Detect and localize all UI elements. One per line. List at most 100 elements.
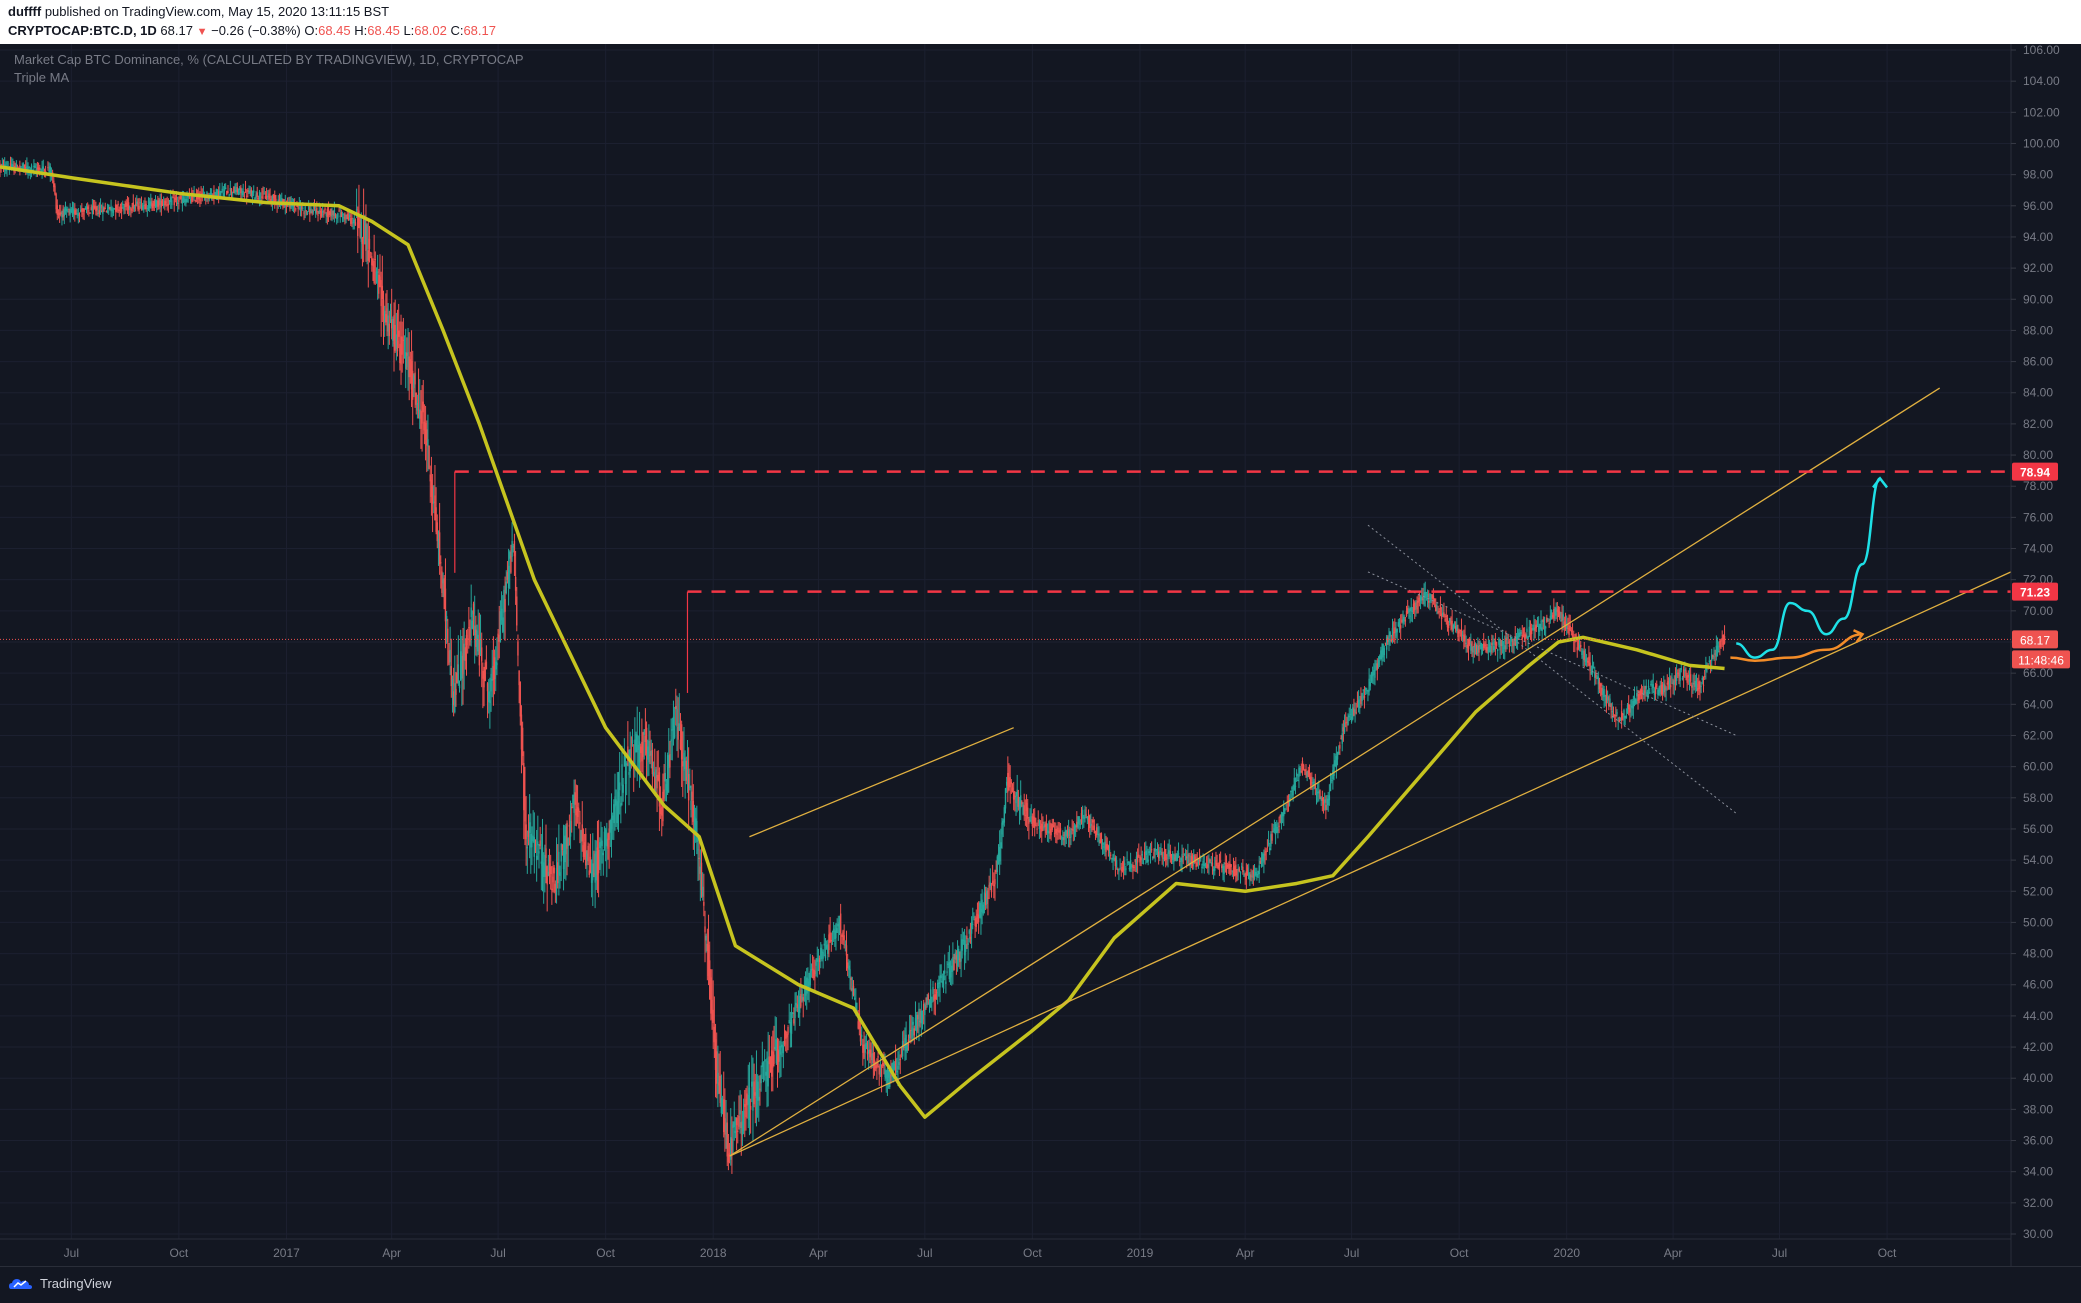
tradingview-logo[interactable]: TradingView [8, 1275, 112, 1291]
candle-body [1247, 872, 1250, 879]
symbol-label[interactable]: CRYPTOCAP:BTC.D, 1D [8, 23, 157, 38]
candle-body [693, 816, 696, 827]
candle-body [1147, 859, 1149, 862]
candle-body [1037, 820, 1039, 823]
candle-body [1334, 760, 1336, 767]
candle-body [600, 838, 602, 846]
candle-body [1240, 866, 1243, 868]
candle-body [917, 1014, 919, 1020]
candle-body [883, 1062, 885, 1067]
candle-body [275, 198, 277, 202]
candle-body [1522, 634, 1525, 637]
y-tick-label: 94.00 [2023, 230, 2053, 244]
candle-body [1646, 691, 1649, 695]
candle-body [1313, 781, 1315, 784]
candle-body [663, 789, 665, 799]
price-chart[interactable]: 30.0032.0034.0036.0038.0040.0042.0044.00… [0, 44, 2081, 1266]
candle-body [1293, 777, 1295, 790]
x-tick-label: Oct [1450, 1246, 1469, 1260]
candle-body [876, 1063, 878, 1069]
indicator-label[interactable]: Triple MA [14, 70, 69, 85]
candle-body [339, 215, 341, 217]
candle-body [340, 212, 343, 217]
candle-body [57, 212, 60, 215]
candle-body [981, 899, 983, 913]
x-tick-label: Jul [917, 1246, 932, 1260]
candle-body [1050, 828, 1052, 836]
candle-body [221, 188, 223, 193]
candle-body [1596, 678, 1598, 680]
candle-body [235, 189, 237, 192]
candle-body [647, 746, 649, 760]
candle-body [1668, 677, 1671, 690]
candle-body [1041, 823, 1043, 832]
candle-body [1576, 647, 1578, 651]
candle-body [1674, 675, 1677, 682]
candle-body [774, 1046, 776, 1050]
candle-body [407, 351, 409, 367]
candle-body [1672, 682, 1674, 684]
candle-body [1403, 616, 1405, 622]
y-tick-label: 98.00 [2023, 168, 2053, 182]
candle-body [1189, 863, 1191, 866]
candle-body [1243, 874, 1245, 877]
candle-body [1221, 865, 1223, 869]
y-tick-label: 30.00 [2023, 1227, 2053, 1241]
candle-body [1169, 851, 1172, 857]
candle-body [348, 214, 351, 218]
x-tick-label: Apr [382, 1246, 401, 1260]
candle-body [1182, 856, 1184, 858]
candle-body [145, 203, 147, 209]
candle-body [1349, 713, 1352, 715]
candle-body [241, 191, 243, 195]
candle-body [1152, 856, 1154, 859]
candle-body [938, 982, 940, 985]
candle-body [707, 945, 710, 977]
candle-body [708, 960, 711, 1000]
candle-body [216, 189, 219, 198]
candle-body [1477, 645, 1479, 653]
candle-body [1009, 777, 1011, 788]
candle-body [832, 928, 835, 933]
candle-body [72, 208, 75, 214]
candle-body [961, 939, 963, 951]
candle-body [1416, 602, 1418, 610]
y-tick-label: 36.00 [2023, 1134, 2053, 1148]
candle-body [262, 191, 264, 193]
candle-body [10, 164, 13, 169]
candle-body [587, 845, 589, 862]
candle-body [1058, 830, 1060, 833]
price-axis[interactable]: 30.0032.0034.0036.0038.0040.0042.0044.00… [2011, 44, 2060, 1241]
candle-body [1639, 690, 1642, 696]
x-tick-label: 2018 [700, 1246, 727, 1260]
candle-body [691, 791, 693, 801]
candle-body [1258, 865, 1260, 875]
candle-body [1541, 627, 1543, 632]
candle-body [133, 206, 136, 209]
candle-body [836, 928, 838, 933]
down-triangle-icon: ▼ [196, 26, 208, 38]
candle-body [1588, 656, 1590, 666]
candle-body [422, 401, 424, 413]
candle-body [1649, 692, 1651, 694]
candle-body [1629, 708, 1631, 713]
publisher-name[interactable]: duffff [8, 4, 42, 19]
candle-body [1236, 871, 1238, 877]
time-axis[interactable]: Jul Oct 2017 Apr Jul Oct 2018 Apr Jul Oct 2019 Apr J… [64, 1246, 1897, 1260]
candle-body [210, 193, 213, 197]
candle-body [1377, 660, 1380, 665]
candle-body [725, 1124, 727, 1131]
candle-body [1159, 850, 1161, 852]
candle-body [1153, 852, 1155, 858]
cyan-projection-arrowhead [1872, 476, 1889, 489]
candle-body [345, 215, 347, 217]
candle-body [773, 1054, 775, 1065]
candle-body [831, 942, 834, 945]
candle-body [552, 876, 554, 883]
candle-body [400, 336, 402, 365]
candle-body [1385, 636, 1388, 650]
candle-body [86, 206, 89, 210]
candle-body [1530, 628, 1533, 635]
candle-body [1038, 820, 1041, 829]
candle-body [1008, 777, 1010, 781]
